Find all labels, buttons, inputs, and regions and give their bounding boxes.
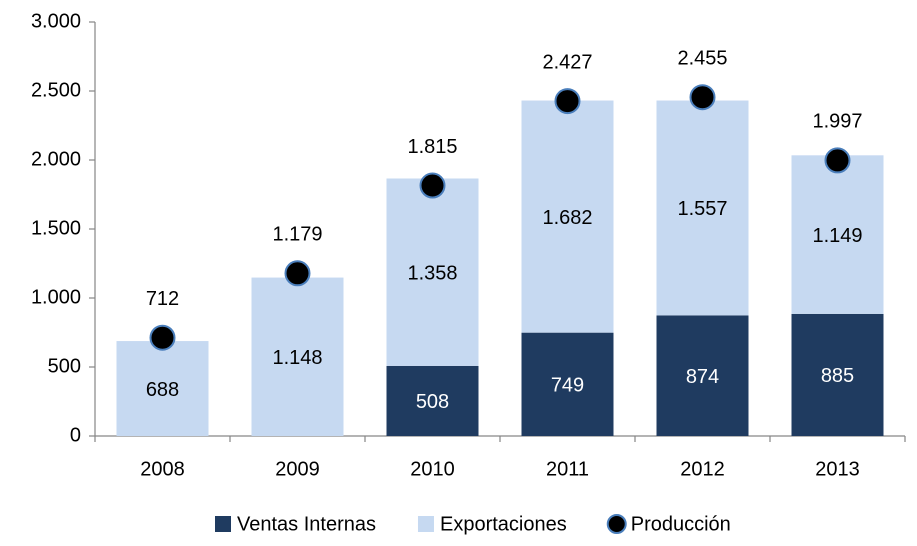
data-label: 1.179 bbox=[272, 224, 322, 246]
bar-segment bbox=[116, 341, 209, 436]
x-tick-label: 2010 bbox=[410, 458, 455, 480]
data-label: 712 bbox=[146, 288, 179, 310]
data-label: 874 bbox=[686, 366, 719, 388]
point bbox=[824, 147, 851, 174]
data-label: 2.427 bbox=[542, 51, 592, 73]
point bbox=[689, 84, 716, 111]
point bbox=[554, 88, 581, 115]
y-tick-label: 500 bbox=[48, 355, 81, 377]
bar-segment bbox=[386, 178, 479, 366]
data-label: 1.149 bbox=[812, 225, 862, 247]
y-tick-label: 0 bbox=[70, 424, 81, 446]
legend-label: Exportaciones bbox=[440, 513, 567, 535]
x-tick-label: 2013 bbox=[815, 458, 860, 480]
data-label: 2.455 bbox=[677, 47, 727, 69]
x-tick-label: 2009 bbox=[275, 458, 320, 480]
y-tick-label: 1.000 bbox=[31, 286, 81, 308]
legend-label: Producción bbox=[631, 513, 731, 535]
bar-segment bbox=[521, 332, 614, 436]
bar-segment bbox=[656, 100, 749, 316]
bar-segment bbox=[656, 315, 749, 436]
data-label: 1.358 bbox=[407, 262, 457, 284]
bar-segment bbox=[791, 155, 884, 314]
legend-swatch bbox=[417, 516, 434, 532]
point bbox=[149, 324, 176, 351]
data-label: 885 bbox=[821, 365, 854, 387]
legend-label: Ventas Internas bbox=[237, 513, 376, 535]
bar-segment bbox=[791, 313, 884, 436]
bar-segment bbox=[386, 365, 479, 436]
data-label: 749 bbox=[551, 375, 584, 397]
data-label: 1.557 bbox=[677, 198, 727, 220]
x-tick-label: 2011 bbox=[546, 458, 589, 480]
data-label: 508 bbox=[416, 391, 449, 413]
x-tick-label: 2008 bbox=[140, 458, 185, 480]
point bbox=[284, 260, 311, 287]
y-tick-label: 2.000 bbox=[31, 148, 81, 170]
legend-swatch bbox=[215, 516, 231, 532]
legend-swatch bbox=[606, 514, 627, 534]
data-label: 688 bbox=[146, 379, 179, 401]
bar-segment bbox=[251, 277, 344, 436]
x-tick-label: 2012 bbox=[680, 458, 725, 480]
y-tick-label: 1.500 bbox=[31, 217, 81, 239]
data-label: 1.682 bbox=[542, 207, 592, 229]
y-tick-label: 3.000 bbox=[31, 10, 81, 32]
point bbox=[419, 172, 446, 199]
data-label: 1.815 bbox=[407, 136, 457, 158]
y-tick-label: 2.500 bbox=[31, 79, 81, 101]
bar-segment bbox=[521, 100, 614, 333]
data-label: 1.148 bbox=[272, 347, 322, 369]
data-label: 1.997 bbox=[812, 111, 862, 133]
